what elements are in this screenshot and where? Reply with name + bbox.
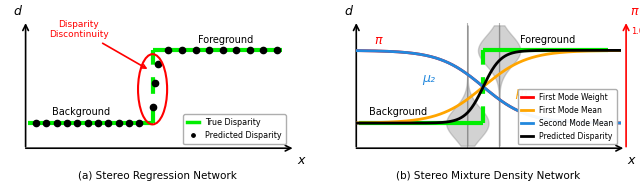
Text: Disparity
Discontinuity: Disparity Discontinuity (49, 20, 146, 68)
Text: x: x (297, 154, 305, 167)
Text: Foreground: Foreground (198, 35, 253, 45)
Legend: True Disparity, Predicted Disparity: True Disparity, Predicted Disparity (183, 114, 286, 144)
Text: Background: Background (369, 107, 428, 117)
Text: 1.0: 1.0 (632, 27, 640, 36)
Text: d: d (13, 5, 22, 18)
Text: μ₁: μ₁ (515, 86, 528, 99)
Text: π: π (630, 5, 638, 18)
Text: Foreground: Foreground (520, 35, 575, 45)
Text: x: x (628, 154, 635, 167)
Text: (b) Stereo Mixture Density Network: (b) Stereo Mixture Density Network (396, 171, 580, 181)
Text: π: π (375, 34, 382, 47)
Legend: First Mode Weight, First Mode Mean, Second Mode Mean, Predicted Disparity: First Mode Weight, First Mode Mean, Seco… (518, 89, 617, 144)
Text: Background: Background (52, 107, 110, 117)
Text: μ₂: μ₂ (422, 72, 435, 85)
Text: (a) Stereo Regression Network: (a) Stereo Regression Network (79, 171, 237, 181)
Text: d: d (344, 5, 352, 18)
